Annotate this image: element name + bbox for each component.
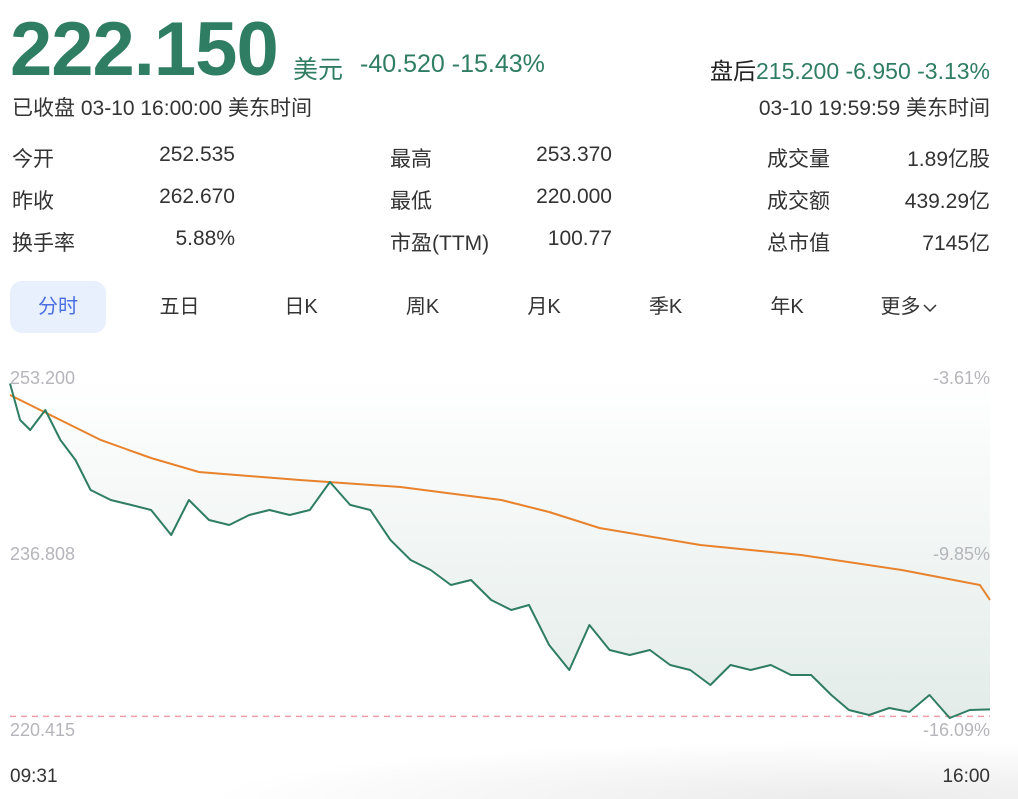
tab-label: 五日 <box>159 296 200 318</box>
tab-label: 更多 <box>880 296 921 318</box>
stat-value: 253.370 <box>536 143 612 166</box>
stat-value: 262.670 <box>159 185 235 208</box>
y-tick-right: -3.61% <box>933 368 990 388</box>
after-hours-time: 03-10 19:59:59 美东时间 <box>758 97 990 120</box>
tab-2[interactable]: 日K <box>253 281 349 333</box>
tab-3[interactable]: 周K <box>375 281 471 333</box>
after-hours-quote: 盘后215.200 -6.950 -3.13% <box>710 52 990 86</box>
stat-label: 总市值 <box>767 232 830 255</box>
tab-label: 日K <box>284 296 318 318</box>
market-status: 已收盘 03-10 16:00:00 美东时间 <box>12 97 312 120</box>
stat-label: 最高 <box>390 148 432 171</box>
price-line <box>9 383 991 719</box>
stat-label: 最低 <box>390 190 432 213</box>
average-price-line <box>9 394 991 601</box>
tab-1[interactable]: 五日 <box>132 281 228 333</box>
stat-value: 100.77 <box>547 227 612 250</box>
after-hours-label: 盘后 <box>709 58 756 84</box>
tab-label: 年K <box>770 296 804 318</box>
price-change: -40.520 -15.43% <box>360 50 545 79</box>
chevron-down-icon <box>922 304 937 313</box>
last-price: 222.150 <box>10 7 279 92</box>
currency: 美元 <box>293 56 344 84</box>
after-hours-price: 215.200 <box>755 58 840 84</box>
stat-value: 220.000 <box>536 185 612 208</box>
tab-7[interactable]: 更多 <box>861 281 957 333</box>
x-tick-start: 09:31 <box>10 766 58 787</box>
stat-value: 1.89亿股 <box>907 148 990 171</box>
after-hours-change: -6.950 <box>845 58 911 84</box>
stat-label: 今开 <box>12 148 54 171</box>
change-value: -40.520 <box>360 50 445 78</box>
change-percent: -15.43% <box>451 50 545 78</box>
bottom-shadow <box>200 740 1018 799</box>
stat-value: 7145亿 <box>922 232 990 255</box>
after-hours-percent: -3.13% <box>917 58 990 84</box>
stat-value: 5.88% <box>175 227 235 250</box>
stat-value: 439.29亿 <box>904 190 990 213</box>
stat-label: 昨收 <box>12 190 54 213</box>
tab-label: 季K <box>648 296 683 318</box>
stat-label: 市盈(TTM) <box>390 232 490 255</box>
y-tick-left: 253.200 <box>10 368 75 388</box>
y-tick-left: 220.415 <box>10 720 75 740</box>
tab-0[interactable]: 分时 <box>10 281 106 333</box>
stat-label: 成交量 <box>767 148 830 171</box>
tab-5[interactable]: 季K <box>618 281 714 333</box>
tab-6[interactable]: 年K <box>739 281 835 333</box>
stat-label: 成交额 <box>767 190 830 213</box>
y-tick-right: -9.85% <box>933 544 990 564</box>
tab-label: 分时 <box>38 296 78 318</box>
period-tabs: 分时 五日 日K 周K 月K 季K 年K 更多 <box>10 281 1000 333</box>
x-tick-end: 16:00 <box>942 766 990 787</box>
price-area-fill <box>10 376 990 718</box>
stat-label: 换手率 <box>12 232 75 255</box>
intraday-chart: 253.200 236.808 220.415 -3.61% -9.85% -16.09% <box>9 368 991 740</box>
tab-4[interactable]: 月K <box>496 281 592 333</box>
tab-label: 月K <box>527 296 561 318</box>
y-tick-right: -16.09% <box>923 720 990 740</box>
stat-value: 252.535 <box>159 143 235 166</box>
tab-label: 周K <box>405 296 440 318</box>
y-tick-left: 236.808 <box>10 544 75 564</box>
